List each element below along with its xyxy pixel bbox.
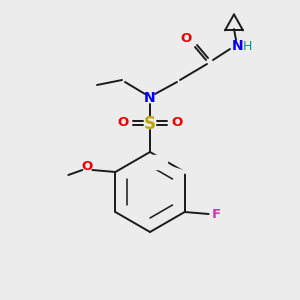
Text: H: H bbox=[242, 40, 252, 53]
Text: O: O bbox=[180, 32, 192, 44]
Text: O: O bbox=[171, 116, 183, 130]
Text: O: O bbox=[82, 160, 93, 173]
Text: N: N bbox=[144, 91, 156, 105]
Text: S: S bbox=[144, 115, 156, 133]
Bar bbox=[147, 155, 166, 169]
Text: F: F bbox=[212, 208, 221, 220]
Text: N: N bbox=[232, 39, 244, 53]
Text: O: O bbox=[151, 155, 162, 169]
Text: O: O bbox=[117, 116, 129, 130]
